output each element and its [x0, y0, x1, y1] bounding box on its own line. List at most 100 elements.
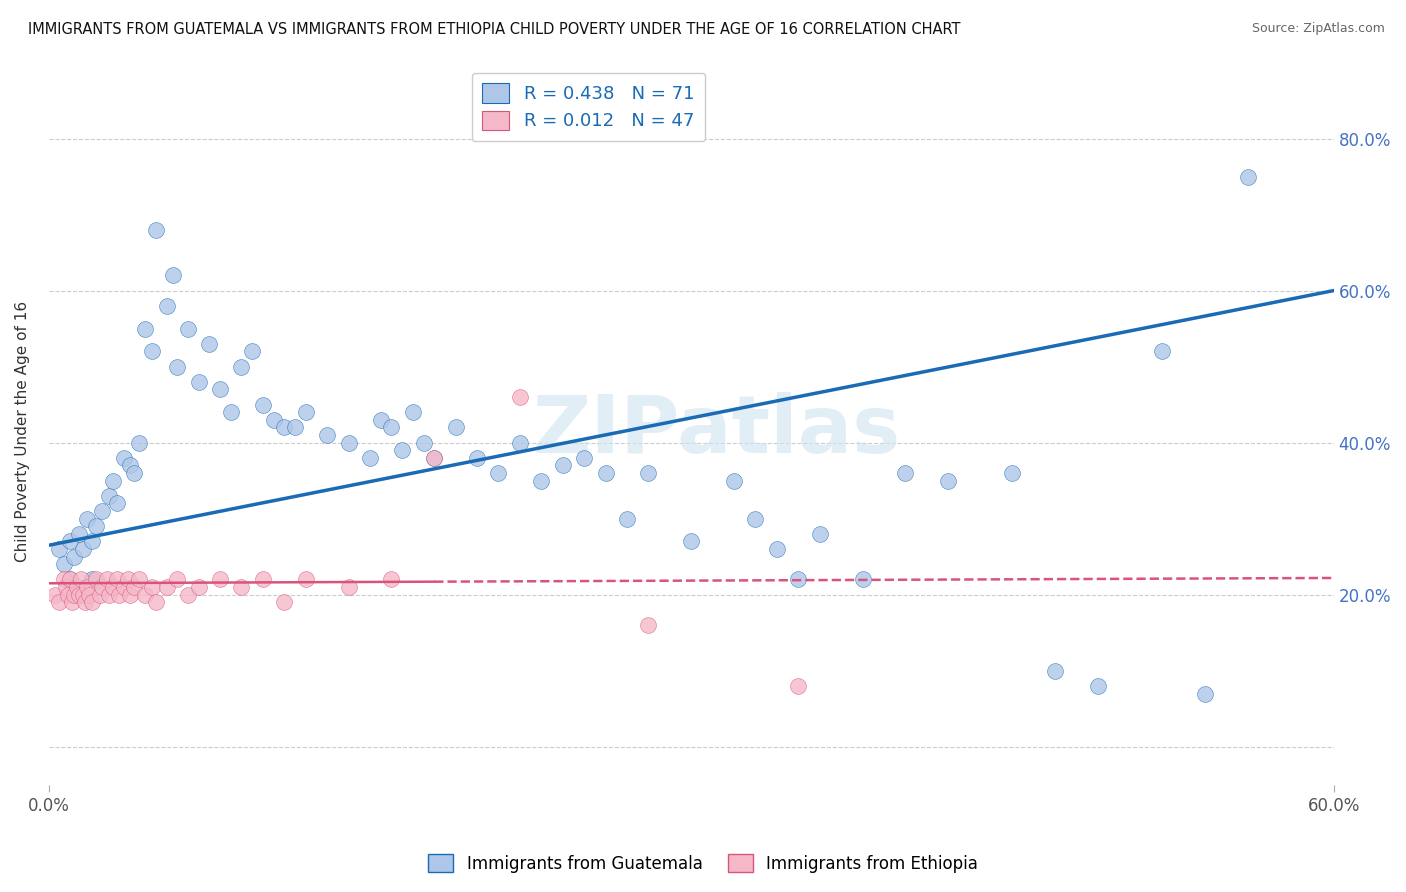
Point	[166, 573, 188, 587]
Point	[380, 573, 402, 587]
Point	[380, 420, 402, 434]
Text: ZIPatlas: ZIPatlas	[533, 392, 901, 470]
Point	[105, 496, 128, 510]
Point	[637, 618, 659, 632]
Point	[252, 398, 274, 412]
Point	[198, 336, 221, 351]
Point	[402, 405, 425, 419]
Point	[1045, 664, 1067, 678]
Point	[1152, 344, 1174, 359]
Point	[316, 428, 339, 442]
Point	[52, 558, 75, 572]
Point	[808, 526, 831, 541]
Point	[423, 450, 446, 465]
Point	[444, 420, 467, 434]
Point	[84, 573, 107, 587]
Point	[1087, 679, 1109, 693]
Point	[787, 679, 810, 693]
Point	[284, 420, 307, 434]
Point	[1194, 686, 1216, 700]
Point	[391, 443, 413, 458]
Legend: Immigrants from Guatemala, Immigrants from Ethiopia: Immigrants from Guatemala, Immigrants fr…	[422, 847, 984, 880]
Point	[681, 534, 703, 549]
Point	[219, 405, 242, 419]
Point	[509, 435, 531, 450]
Point	[294, 573, 316, 587]
Point	[572, 450, 595, 465]
Point	[488, 466, 510, 480]
Point	[96, 573, 118, 587]
Point	[134, 321, 156, 335]
Point	[44, 588, 66, 602]
Point	[337, 435, 360, 450]
Point	[117, 573, 139, 587]
Point	[530, 474, 553, 488]
Point	[166, 359, 188, 374]
Point	[423, 450, 446, 465]
Point	[84, 519, 107, 533]
Point	[56, 588, 79, 602]
Point	[67, 526, 90, 541]
Point	[787, 573, 810, 587]
Point	[723, 474, 745, 488]
Y-axis label: Child Poverty Under the Age of 16: Child Poverty Under the Age of 16	[15, 301, 30, 562]
Point	[744, 511, 766, 525]
Point	[75, 595, 97, 609]
Point	[89, 588, 111, 602]
Point	[63, 549, 86, 564]
Point	[55, 580, 77, 594]
Point	[337, 580, 360, 594]
Point	[101, 580, 124, 594]
Point	[187, 375, 209, 389]
Point	[936, 474, 959, 488]
Point	[112, 580, 135, 594]
Point	[155, 299, 177, 313]
Point	[97, 588, 120, 602]
Point	[616, 511, 638, 525]
Point	[273, 420, 295, 434]
Point	[370, 413, 392, 427]
Point	[59, 534, 82, 549]
Point	[145, 595, 167, 609]
Point	[70, 573, 93, 587]
Point	[91, 504, 114, 518]
Point	[120, 458, 142, 473]
Point	[80, 534, 103, 549]
Point	[97, 489, 120, 503]
Point	[101, 474, 124, 488]
Point	[141, 344, 163, 359]
Point	[79, 588, 101, 602]
Point	[155, 580, 177, 594]
Point	[67, 588, 90, 602]
Point	[72, 542, 94, 557]
Point	[766, 542, 789, 557]
Point	[851, 573, 873, 587]
Point	[240, 344, 263, 359]
Point	[59, 573, 82, 587]
Point	[894, 466, 917, 480]
Point	[60, 595, 83, 609]
Point	[76, 511, 98, 525]
Point	[48, 595, 70, 609]
Point	[187, 580, 209, 594]
Point	[294, 405, 316, 419]
Point	[120, 588, 142, 602]
Point	[72, 588, 94, 602]
Point	[162, 268, 184, 283]
Point	[124, 580, 146, 594]
Point	[465, 450, 488, 465]
Point	[263, 413, 285, 427]
Point	[80, 595, 103, 609]
Point	[637, 466, 659, 480]
Point	[252, 573, 274, 587]
Point	[134, 588, 156, 602]
Point	[141, 580, 163, 594]
Point	[509, 390, 531, 404]
Point	[80, 573, 103, 587]
Point	[59, 573, 82, 587]
Point	[177, 321, 200, 335]
Point	[52, 573, 75, 587]
Point	[595, 466, 617, 480]
Point	[359, 450, 381, 465]
Point	[1237, 169, 1260, 184]
